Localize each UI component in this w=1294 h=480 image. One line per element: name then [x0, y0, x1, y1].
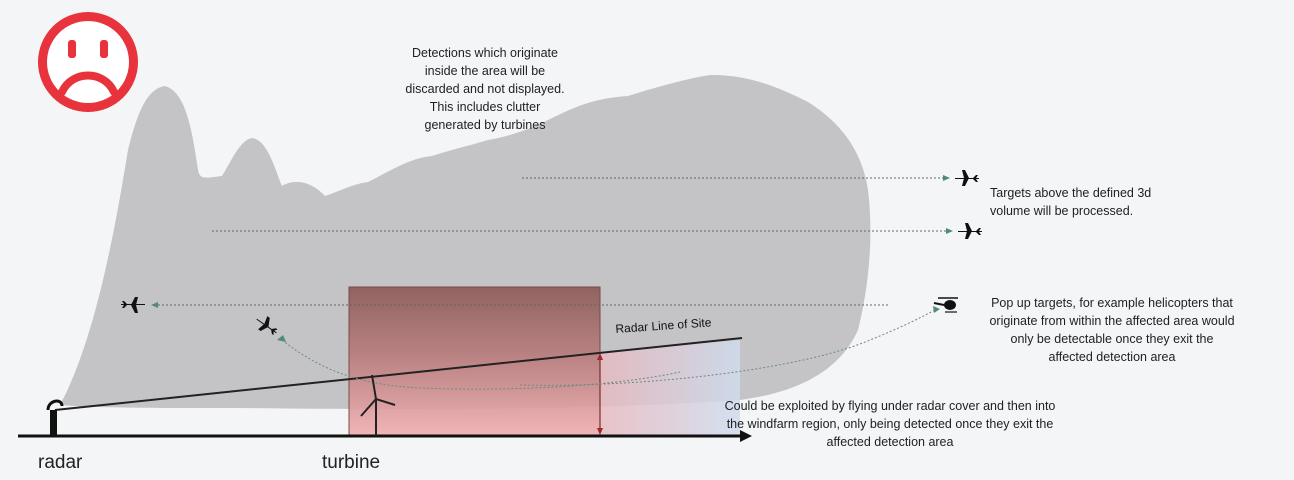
flight-path-popup [519, 309, 936, 386]
sad-face-icon [38, 12, 138, 112]
airplane-icon [955, 170, 979, 186]
airplane-icon [121, 297, 145, 313]
note-pop-up: Pop up targets, for example helicopters … [989, 296, 1235, 364]
wind-turbine-icon [360, 374, 396, 436]
radar-label: radar [38, 452, 83, 473]
helicopter-icon [933, 297, 958, 313]
airplane-icon [958, 223, 982, 239]
turbine-affected-area [349, 287, 600, 435]
radar-line-of-sight [54, 337, 743, 411]
note-detections-inside: Detections which originate inside the ar… [405, 46, 565, 132]
note-exploited: Could be exploited by flying under radar… [724, 399, 1056, 449]
airplane-icon [256, 316, 278, 336]
radar-antenna-icon [46, 399, 64, 436]
radar-shadow-region [600, 340, 740, 435]
note-targets-above: Targets above the defined 3d volume will… [990, 186, 1152, 218]
turbine-label: turbine [322, 452, 381, 473]
